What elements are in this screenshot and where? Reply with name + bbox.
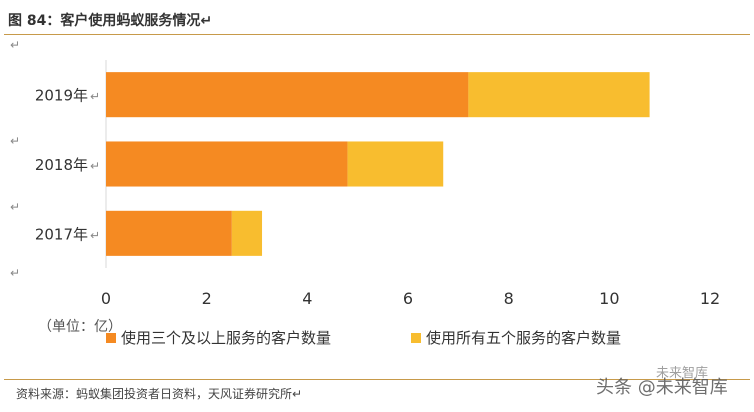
paragraph-mark: ↵ (90, 90, 100, 104)
paragraph-mark: ↵ (10, 134, 21, 148)
bar-2 (468, 72, 650, 118)
watermark-small-text: 未来智库 (656, 366, 709, 381)
x-tick-label: 10 (599, 289, 619, 308)
legend-swatch-series2 (411, 332, 421, 343)
bar-1 (106, 210, 232, 256)
x-tick-label: 12 (700, 289, 720, 308)
category-label: 2017年 (35, 225, 88, 243)
source-note: 资料来源：蚂蚁集团投资者日资料，天风证券研究所↵ (16, 387, 303, 401)
legend-label-series2: 使用所有五个服务的客户数量 (426, 329, 622, 347)
legend-swatch-series1 (106, 332, 116, 343)
x-tick-label: 4 (302, 289, 312, 308)
bar-2 (231, 210, 263, 256)
paragraph-mark: ↵ (10, 200, 21, 214)
paragraph-mark: ↵ (10, 38, 21, 52)
legend-item-series1: 使用三个及以上服务的客户数量 (106, 327, 331, 348)
bar-1 (106, 141, 348, 187)
paragraph-mark: ↵ (90, 228, 100, 242)
paragraph-mark: ↵ (10, 266, 21, 280)
bar-1 (106, 72, 469, 118)
footer-rule (4, 379, 750, 380)
figure-title: 图 84：客户使用蚂蚁服务情况↵ (8, 13, 213, 29)
x-tick-label: 6 (403, 289, 413, 308)
x-tick-label: 8 (504, 289, 514, 308)
x-tick-label: 2 (202, 289, 212, 308)
legend-label-series1: 使用三个及以上服务的客户数量 (121, 329, 332, 347)
watermark-text: 头条 @未来智库 (596, 377, 728, 398)
legend-item-series2: 使用所有五个服务的客户数量 (411, 327, 621, 348)
category-label: 2019年 (35, 87, 88, 105)
unit-label: （单位：亿） (38, 319, 122, 335)
paragraph-mark: ↵ (90, 159, 100, 173)
bar-2 (347, 141, 444, 187)
category-label: 2018年 (35, 156, 88, 174)
x-tick-label: 0 (101, 289, 111, 308)
title-rule (4, 34, 750, 35)
